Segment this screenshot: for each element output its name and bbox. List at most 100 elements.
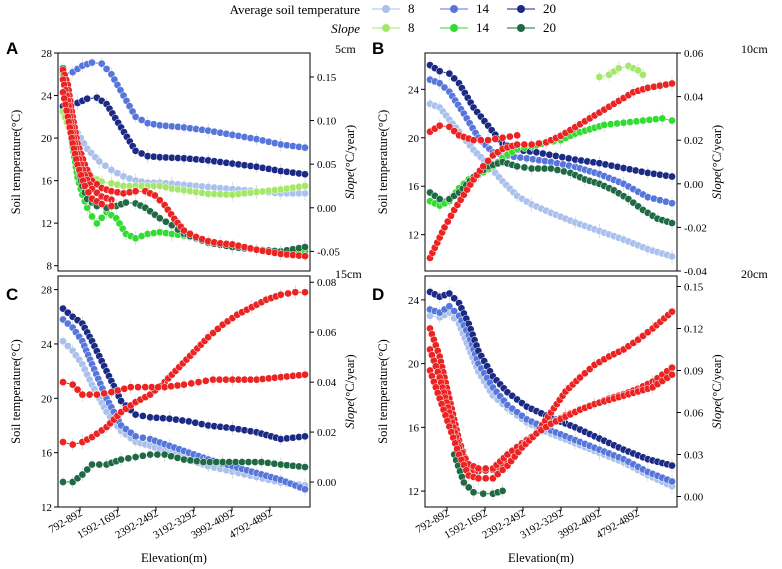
panel-c-y2tick-label-4: 0.08 — [317, 277, 337, 289]
panel-b-series-3-point-0 — [595, 73, 604, 81]
panel-c-series-4-marker-5-1 — [124, 454, 133, 463]
panel-a-y2label: Slope(°C/year) — [343, 125, 357, 199]
panel-a-series-6-marker-14-1 — [186, 229, 194, 238]
panel-d-y2tick-label-4: 0.12 — [684, 324, 703, 336]
panel-b-series-2-marker-8-2 — [545, 150, 554, 159]
panel-c-series-6-marker-2-1 — [85, 390, 94, 399]
panel-c-series-4-point-11 — [218, 458, 227, 466]
panel-b-series-0 — [426, 98, 676, 264]
panel-c-series-0-marker-0-1 — [63, 342, 72, 350]
panel-b-series-7-point-7 — [513, 131, 521, 140]
panel-c-series-4-point-2 — [78, 470, 87, 479]
panel-b-series-4-point-15 — [619, 118, 628, 127]
panel-d-series-5-point-5 — [474, 464, 483, 473]
legend-temp-marker-3 — [517, 5, 525, 13]
panel-a-series-2-point-3 — [83, 94, 92, 103]
panel-c-series-6-point-2 — [78, 390, 87, 399]
panel-c-series-6-marker-9-1 — [201, 377, 210, 385]
panel-b-depth: 10cm — [741, 42, 768, 56]
legend-slope-marker-1 — [382, 24, 390, 32]
panel-a-series-8-point-6 — [97, 200, 106, 208]
panel-c-series-4-point-13 — [257, 458, 266, 466]
panel-c-series-6-marker-6-2 — [154, 383, 163, 391]
panel-c-series-0-point-0 — [59, 337, 67, 346]
panel-b-series-3 — [595, 61, 647, 82]
panel-a-ytick-label-2: 16 — [41, 176, 53, 188]
panel-b-series-7-point-1 — [435, 121, 444, 130]
panel-c-series-6-marker-6-1 — [147, 383, 156, 391]
panel-a-ytick-label-5: 28 — [41, 48, 53, 60]
panel-a-ytick-label-0: 8 — [47, 261, 53, 273]
panel-a-y2tick-label-3: 0.10 — [317, 116, 337, 128]
panel-b-series-1-marker-6-2 — [516, 153, 525, 162]
panel-c: C 15cm 12 16 20 24 28 0.00 0.02 0.04 0.06 0.08 Soi… — [6, 267, 362, 565]
panel-a-series-6-marker-11-1 — [155, 196, 164, 205]
panel-c-series-1-marker-6-1 — [139, 433, 147, 442]
panel-c-series-2-marker-7-2 — [159, 414, 167, 423]
panel-c-xlabel: Elevation(m) — [141, 551, 207, 565]
panel-c-depth: 15cm — [335, 267, 362, 281]
panel-c-series-2-point-14 — [301, 432, 309, 441]
panel-b-series-7-marker-5-1 — [491, 135, 500, 143]
panel-b-series-1-point-1 — [435, 79, 444, 88]
panel-c-series-4-marker-10-2 — [212, 458, 221, 466]
panel-a-y2tick-label-4: 0.15 — [317, 72, 337, 84]
panel-c-series-5-marker-16-1 — [284, 289, 292, 298]
panel-d-series-6-marker-6-2 — [498, 466, 507, 474]
panel-d-ylabel: Soil temperature(°C) — [376, 339, 390, 444]
panel-c-series-4-marker-10-1 — [205, 458, 214, 466]
panel-a-series-0-point-5 — [95, 157, 104, 166]
panel-b-series-5-marker-9-2 — [560, 167, 568, 176]
panel-c-series-4-marker-11-2 — [231, 458, 240, 466]
panel-b-y2tick-label-4: 0.04 — [684, 92, 704, 104]
panel-b-series-2-marker-9-1 — [558, 153, 567, 162]
panel-b-series-6-marker-10-1 — [535, 139, 543, 148]
panel-b-y2tick-label-0: -0.04 — [684, 266, 707, 278]
panel-c-series-5-point-16 — [276, 290, 285, 299]
panel-a: A 5cm 8 12 16 20 24 28 -0.05 0.00 0.05 0.10 0.15 So… — [6, 39, 357, 273]
panel-a-series-1 — [59, 57, 309, 153]
panel-a-series-4-point-7 — [93, 219, 101, 228]
panel-a-series-8-marker-4-1 — [84, 188, 93, 197]
panel-b-series-5-point-8 — [527, 164, 536, 173]
legend-temp-marker-1 — [382, 5, 390, 13]
panel-c-series-4-point-10 — [199, 458, 208, 466]
panel-a-series-0-point-6 — [107, 166, 116, 174]
panel-c-series-6-point-3 — [93, 390, 101, 399]
panel-b-series-6-point-20 — [668, 79, 676, 88]
panel-b-series-4-point-14 — [600, 121, 609, 129]
panel-b-series-3-point-2 — [614, 64, 623, 73]
panel-c-series-6-point-14 — [301, 370, 309, 379]
panel-c-y2tick-label-0: 0.00 — [317, 477, 337, 489]
panel-d-series-6-point-5 — [474, 474, 483, 483]
legend-temp-marker-2 — [450, 5, 458, 13]
panel-a-series-2-point-15 — [301, 170, 309, 179]
panel-d-series-2-point-14 — [668, 461, 676, 470]
panel-b-series-4-marker-16-1 — [645, 116, 654, 124]
panel-b-y2label: Slope(°C/year) — [710, 125, 724, 199]
panel-a-letter: A — [6, 39, 18, 58]
panel-d-series-2-point-2 — [445, 289, 454, 298]
panel-c-series-6-point-4 — [107, 388, 116, 396]
panel-b-series-6-point-9 — [513, 140, 521, 149]
panel-d-series-6-point-18 — [668, 370, 676, 379]
panel-b-series-3-point-5 — [639, 70, 647, 79]
panel-a-series-1-line — [62, 62, 306, 149]
panel-b-series-4-marker-14-2 — [613, 119, 621, 128]
panel-b-series-4-marker-15-2 — [632, 117, 641, 126]
panel-c-series-6-point-8 — [180, 380, 188, 389]
panel-b-series-7-point-2 — [445, 123, 454, 131]
panel-b-series-6-point-10 — [527, 140, 536, 149]
panel-c-series-4-marker-8-2 — [173, 454, 182, 462]
panel-d-y2tick-label-2: 0.06 — [684, 408, 704, 420]
panel-a-series-4-point-6 — [88, 212, 96, 221]
panel-c-series-4-marker-7-1 — [153, 450, 162, 459]
panel-b-series-4-point-18 — [668, 116, 676, 125]
panel-b-y2tick-label-2: 0.00 — [684, 179, 704, 191]
panel-c-series-6-point-0 — [59, 378, 67, 386]
legend-temp-label-2: 14 — [476, 1, 490, 16]
panel-c-series-2-marker-7-1 — [152, 413, 161, 422]
panel-b-series-5-marker-8-1 — [534, 164, 542, 173]
panel-d-y2label: Slope(°C/year) — [710, 354, 724, 428]
panel-c-ytick-label-0: 12 — [41, 502, 52, 514]
